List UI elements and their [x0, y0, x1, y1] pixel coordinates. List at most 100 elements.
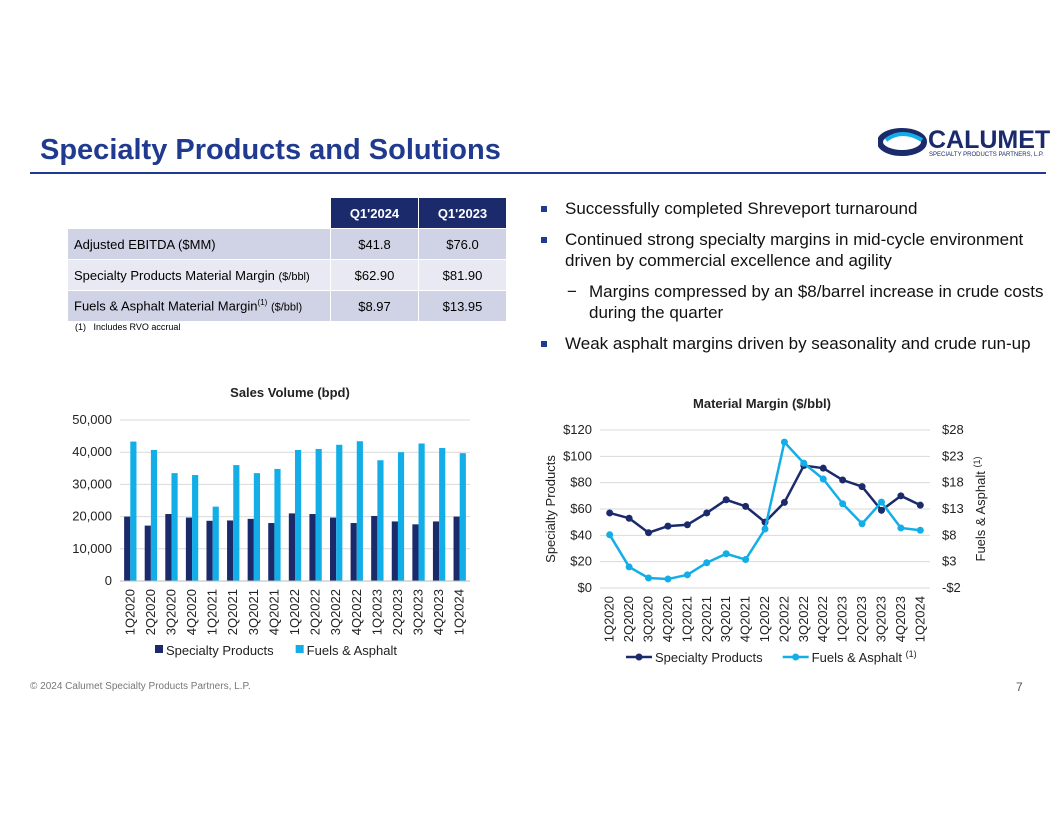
y2-tick-label: $13: [942, 501, 964, 516]
x-tick-label: 3Q2023: [873, 596, 888, 642]
legend-sup: (1): [906, 649, 917, 659]
point: [625, 563, 633, 571]
y-axis-label: Specialty Products: [543, 455, 558, 563]
bar: [144, 525, 151, 581]
y2-label-text: Fuels & Asphalt: [973, 471, 988, 562]
row-label: Fuels & Asphalt Material Margin: [74, 298, 258, 314]
logo-name: CALUMET: [928, 126, 1051, 154]
bar: [192, 475, 199, 581]
row-unit: ($/bbl): [270, 301, 303, 314]
x-tick-label: 1Q2020: [602, 596, 617, 642]
point: [780, 498, 788, 506]
bar: [453, 516, 460, 581]
bullet: Margins compressed by an $8/barrel incre…: [535, 281, 1055, 323]
bar: [247, 518, 254, 581]
row-label-sup: (1): [257, 298, 268, 308]
point: [800, 459, 808, 467]
legend-label: Specialty Products: [166, 643, 274, 658]
point: [780, 438, 788, 446]
bar: [432, 521, 440, 581]
bar: [439, 448, 446, 581]
point: [664, 522, 672, 530]
legend-swatch: [295, 645, 304, 653]
metrics-table: Q1'2024 Q1'2023 Adjusted EBITDA ($MM) $41.8…: [67, 197, 507, 322]
y2-tick-label: -$2: [942, 580, 961, 595]
y2-label-sup: (1): [972, 457, 982, 468]
x-tick-label: 4Q2021: [738, 596, 753, 642]
legend-text: Fuels & Asphalt: [812, 650, 903, 665]
row-unit: ($/bbl): [278, 270, 310, 283]
footnote-text: Includes RVO accrual: [93, 322, 181, 332]
y-tick-label: $100: [563, 448, 592, 463]
point: [606, 509, 614, 517]
bar: [459, 453, 466, 581]
bar: [412, 524, 419, 581]
x-tick-label: 1Q2022: [287, 589, 302, 635]
legend-swatch: [792, 653, 800, 661]
bar: [377, 460, 384, 581]
footnote: (1) Includes RVO accrual: [75, 322, 180, 332]
point: [839, 500, 847, 508]
y-tick-label: $80: [570, 475, 592, 490]
legend-text: Fuels & Asphalt: [307, 643, 398, 658]
logo: CALUMET SPECIALTY PRODUCTS PARTNERS, L.P…: [877, 126, 1050, 163]
cell-value: $8.97: [330, 290, 419, 322]
cell-value: $41.8: [330, 228, 419, 260]
x-tick-label: 1Q2021: [205, 589, 220, 635]
x-tick-label: 2Q2020: [621, 596, 636, 642]
row-label-cell: Adjusted EBITDA ($MM): [67, 228, 331, 260]
bar: [315, 448, 322, 581]
y2-tick-label: $8: [942, 527, 956, 542]
x-tick-label: 2Q2023: [854, 596, 869, 642]
x-tick-label: 1Q2020: [122, 589, 137, 635]
x-tick-label: 2Q2022: [776, 596, 791, 642]
col-header: Q1'2023: [418, 197, 507, 229]
legend-swatch: [635, 653, 643, 661]
bar: [253, 473, 260, 581]
bar: [130, 441, 137, 581]
title-rule: [30, 172, 1046, 174]
x-tick-label: 3Q2020: [163, 589, 178, 635]
point: [916, 526, 924, 534]
legend-swatch: [155, 645, 163, 653]
point: [897, 492, 905, 500]
x-tick-label: 1Q2021: [679, 596, 694, 642]
footnote-marker: (1): [75, 322, 86, 332]
x-tick-label: 4Q2020: [660, 596, 675, 642]
logo-icon: [877, 128, 927, 156]
table-row: Specialty Products Material Margin ($/bb…: [67, 259, 507, 291]
series-line: [608, 439, 921, 581]
x-tick-label: 1Q2022: [757, 596, 772, 642]
bullet: Continued strong specialty margins in mi…: [535, 229, 1055, 271]
point: [897, 524, 905, 532]
bar: [336, 444, 343, 581]
bar: [165, 514, 172, 581]
point: [819, 464, 827, 472]
y-tick-label: $60: [570, 501, 592, 516]
bar: [212, 506, 219, 581]
cell-value: $62.90: [330, 259, 419, 291]
legend-label: Specialty Products: [655, 650, 763, 665]
bar: [185, 517, 193, 581]
bar: [356, 441, 363, 581]
point: [877, 498, 885, 506]
x-tick-label: 1Q2024: [912, 596, 927, 642]
row-label-cell: Specialty Products Material Margin ($/bb…: [67, 259, 331, 291]
point: [703, 509, 711, 517]
bar: [274, 468, 281, 581]
bullet: Successfully completed Shreveport turnar…: [535, 198, 1055, 219]
x-tick-label: 2Q2020: [143, 589, 158, 635]
y-tick-label: 0: [105, 573, 112, 588]
y-tick-label: 10,000: [72, 541, 112, 556]
bar: [268, 523, 275, 581]
chart-title: Sales Volume (bpd): [230, 385, 350, 400]
point: [645, 574, 653, 582]
bar: [150, 449, 158, 581]
point: [761, 525, 769, 533]
x-tick-label: 3Q2020: [641, 596, 656, 642]
point: [683, 571, 691, 579]
y-tick-label: $0: [578, 580, 592, 595]
y2-axis-label: Fuels & Asphalt (1): [972, 457, 988, 562]
bar: [288, 513, 295, 581]
